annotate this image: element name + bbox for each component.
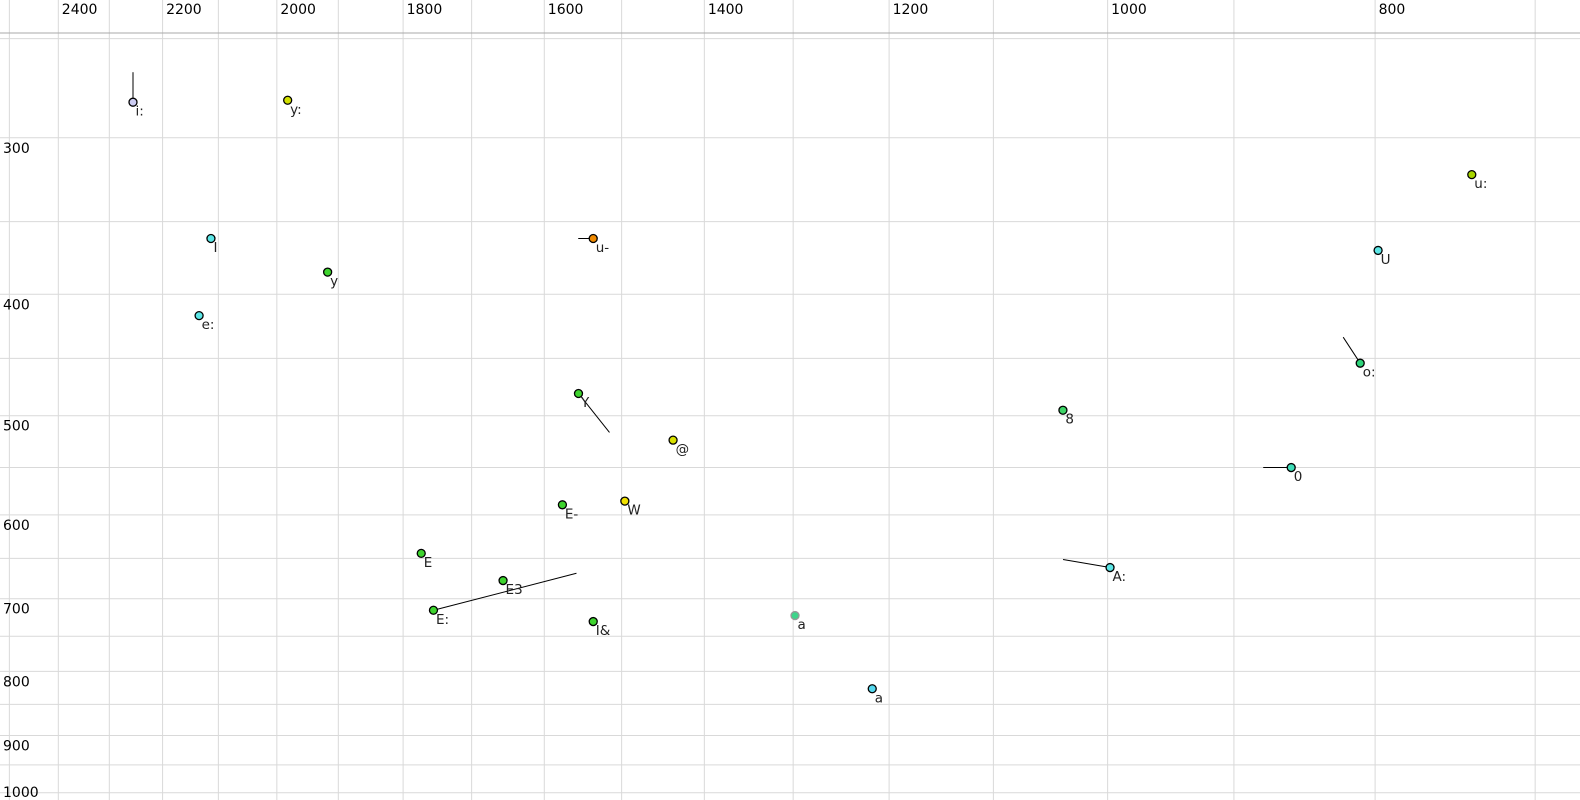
point-tail-e-18 [433, 572, 577, 611]
x-tick-label-1200: 1200 [893, 2, 929, 18]
y-tick-label-800: 800 [3, 674, 30, 690]
point-label-a-21: a [875, 690, 883, 706]
y-tick-label-300: 300 [3, 141, 30, 157]
point-label-8-9: 8 [1065, 412, 1074, 428]
point-label-e-13: E- [565, 506, 579, 522]
x-tick-label-2000: 2000 [280, 2, 316, 18]
point-label-pt-11: @ [676, 442, 690, 458]
data-point-i-0[interactable] [128, 97, 138, 107]
point-label-w-14: W [627, 503, 640, 519]
y-tick-label-600: 600 [3, 518, 30, 534]
data-point-o-8[interactable] [1355, 358, 1365, 368]
data-point-e3-17[interactable] [498, 575, 508, 586]
point-label-y-1: y: [290, 102, 302, 118]
point-label-u-4: u- [596, 240, 610, 256]
data-point-e-15[interactable] [416, 548, 426, 559]
data-point-a-20[interactable] [790, 610, 800, 621]
data-point-pt-11[interactable] [668, 435, 678, 445]
point-tails-layer [132, 72, 1361, 611]
data-point-w-14[interactable] [620, 496, 630, 506]
data-point-0-12[interactable] [1286, 462, 1296, 473]
x-tick-label-1000: 1000 [1111, 2, 1147, 18]
x-tick-label-2400: 2400 [62, 2, 98, 18]
x-tick-label-1400: 1400 [708, 2, 744, 18]
point-label-0-12: 0 [1294, 469, 1303, 485]
point-label-i-3: I [213, 240, 217, 256]
x-tick-label-800: 800 [1379, 2, 1406, 18]
data-point-u-4[interactable] [588, 233, 598, 244]
y-tick-label-1000: 1000 [3, 785, 39, 800]
point-tail-y-10 [578, 393, 610, 433]
data-point-y-1[interactable] [283, 95, 293, 105]
y-tick-label-400: 400 [3, 297, 30, 313]
x-axis-tick-labels: 2400 2200 2000 1800 1600 1400 1200 1000 800 [62, 2, 1406, 18]
point-label-o-8: o: [1363, 365, 1376, 381]
x-tick-label-1800: 1800 [407, 2, 443, 18]
point-label-y-10: Y [580, 395, 590, 411]
point-labels-layer: i: y: u: I u- Uy e: o: 8 Y @0 E- W E A: E3 E: I& a a [135, 102, 1487, 707]
point-label-i-19: I& [596, 623, 611, 639]
data-point-e-13[interactable] [557, 500, 568, 510]
data-point-i-3[interactable] [206, 233, 216, 244]
data-point-i-19[interactable] [588, 616, 598, 627]
point-label-a-20: a [798, 617, 806, 633]
data-point-a-16[interactable] [1105, 562, 1115, 573]
point-tail-a-16 [1062, 559, 1111, 569]
point-label-u-5: U [1381, 252, 1391, 268]
point-label-e-15: E [424, 555, 433, 571]
data-point-u-2[interactable] [1467, 169, 1477, 180]
point-label-e3-17: E3 [506, 582, 523, 598]
data-point-8-9[interactable] [1058, 405, 1068, 415]
y-tick-label-700: 700 [3, 602, 30, 618]
point-tail-o-8 [1342, 336, 1361, 364]
data-point-a-21[interactable] [867, 684, 877, 694]
y-tick-label-500: 500 [3, 419, 30, 435]
x-tick-label-1600: 1600 [548, 2, 584, 18]
data-point-u-5[interactable] [1373, 245, 1383, 256]
y-tick-label-900: 900 [3, 738, 30, 754]
data-point-e-18[interactable] [428, 605, 439, 615]
point-label-i-0: i: [135, 104, 143, 120]
point-label-a-16: A: [1113, 569, 1127, 585]
point-label-y-6: y [330, 274, 338, 290]
point-label-e-7: e: [202, 317, 215, 333]
point-label-u-2: u: [1474, 176, 1487, 192]
x-tick-label-2200: 2200 [166, 2, 202, 18]
y-axis-tick-labels: 300 400 500 600 700 800 900 1000 [3, 141, 39, 800]
data-point-y-6[interactable] [322, 267, 333, 277]
data-point-y-10[interactable] [573, 388, 584, 399]
data-point-e-7[interactable] [194, 310, 204, 321]
data-points-layer [128, 95, 1477, 694]
point-label-e-18: E: [436, 612, 449, 628]
